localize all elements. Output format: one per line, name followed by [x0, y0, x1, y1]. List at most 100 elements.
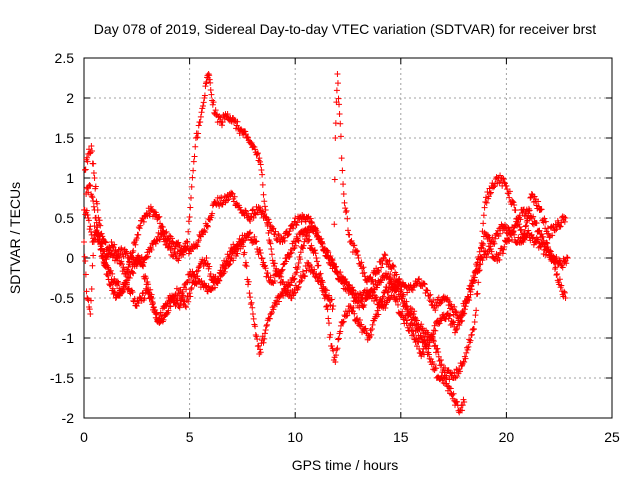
point-track-b — [386, 274, 393, 281]
point-track-a — [245, 210, 252, 217]
point-track-d — [516, 221, 523, 228]
point-track-a — [176, 242, 183, 249]
point-track-b — [549, 255, 556, 262]
point-track-c — [262, 207, 269, 213]
point-track-c — [343, 207, 350, 214]
point-track-c — [336, 101, 343, 108]
point-track-d — [434, 345, 441, 352]
point-track-d — [483, 199, 490, 206]
point-track-d — [295, 260, 302, 267]
point-track-b — [264, 270, 271, 277]
point-track-b — [454, 321, 461, 328]
point-track-c — [180, 251, 187, 258]
point-track-c — [263, 214, 270, 221]
point-track-a — [458, 318, 465, 325]
point-track-d — [478, 239, 485, 246]
point-track-d — [480, 212, 487, 219]
point-track-c — [407, 311, 414, 318]
point-track-d — [413, 335, 420, 342]
point-track-b — [461, 303, 468, 309]
point-track-a — [559, 261, 566, 268]
point-track-d — [102, 260, 109, 267]
point-track-c — [169, 245, 175, 252]
point-track-c — [322, 286, 329, 293]
point-track-d — [477, 255, 484, 262]
point-track-b — [142, 275, 149, 282]
point-track-d — [559, 213, 566, 220]
point-track-a — [448, 303, 455, 309]
point-track-b — [206, 263, 213, 270]
y-tick-label: -1.5 — [50, 370, 74, 386]
point-track-b — [501, 243, 508, 250]
point-track-a — [243, 211, 250, 218]
point-track-c — [461, 399, 468, 405]
point-track-a — [386, 296, 393, 303]
point-track-d — [217, 267, 224, 274]
point-track-c — [381, 251, 388, 258]
point-track-d — [247, 301, 254, 308]
point-track-d — [438, 361, 445, 368]
point-track-d — [305, 237, 312, 244]
point-track-a — [156, 213, 163, 220]
point-track-b — [262, 265, 269, 272]
point-track-d — [82, 257, 89, 264]
point-track-c — [188, 183, 195, 190]
point-track-c — [414, 327, 421, 333]
point-track-a — [531, 239, 538, 246]
point-track-b — [407, 305, 414, 312]
point-track-d — [562, 215, 569, 221]
point-track-d — [245, 278, 252, 285]
point-track-d — [216, 277, 223, 284]
point-track-d — [179, 288, 186, 295]
point-track-b — [480, 254, 487, 261]
point-track-d — [96, 233, 103, 240]
point-track-c — [346, 231, 353, 238]
point-track-d — [430, 338, 437, 345]
point-track-c — [330, 303, 337, 309]
point-track-c — [91, 175, 98, 181]
point-track-d — [394, 296, 401, 303]
point-track-b — [544, 244, 551, 251]
point-track-c — [372, 271, 379, 277]
point-track-d — [368, 331, 375, 338]
point-track-c — [249, 143, 256, 149]
point-track-b — [530, 213, 537, 220]
point-track-b — [308, 219, 315, 226]
point-track-d — [100, 260, 107, 267]
point-track-c — [403, 298, 410, 305]
point-track-b — [86, 181, 93, 188]
point-track-c — [393, 271, 400, 278]
x-tick-label: 0 — [80, 429, 88, 445]
point-track-d — [129, 289, 136, 296]
point-track-c — [218, 122, 225, 129]
point-track-c — [331, 176, 338, 183]
point-track-d — [293, 269, 300, 276]
point-track-d — [437, 362, 444, 369]
point-track-c — [311, 266, 318, 273]
point-track-d — [81, 253, 88, 260]
point-track-c — [295, 283, 302, 290]
point-track-b — [230, 241, 237, 248]
point-track-a — [242, 207, 249, 214]
point-track-c — [82, 166, 89, 173]
point-track-d — [290, 276, 297, 283]
point-track-c — [254, 150, 261, 157]
point-track-a — [229, 190, 236, 197]
point-track-b — [562, 295, 569, 301]
point-track-d — [335, 336, 342, 343]
point-track-a — [223, 197, 230, 204]
point-track-d — [245, 281, 252, 288]
point-track-b — [203, 255, 210, 261]
y-tick-label: 0 — [66, 250, 74, 266]
y-tick-label: -0.5 — [50, 290, 74, 306]
point-track-d — [525, 212, 532, 219]
point-track-d — [318, 277, 325, 284]
point-track-d — [328, 342, 335, 349]
point-track-b — [544, 240, 551, 247]
point-track-d — [327, 331, 334, 338]
point-track-a — [135, 231, 142, 238]
point-track-d — [234, 250, 241, 257]
point-track-a — [86, 226, 93, 233]
point-track-d — [531, 193, 538, 200]
point-track-a — [307, 215, 314, 222]
